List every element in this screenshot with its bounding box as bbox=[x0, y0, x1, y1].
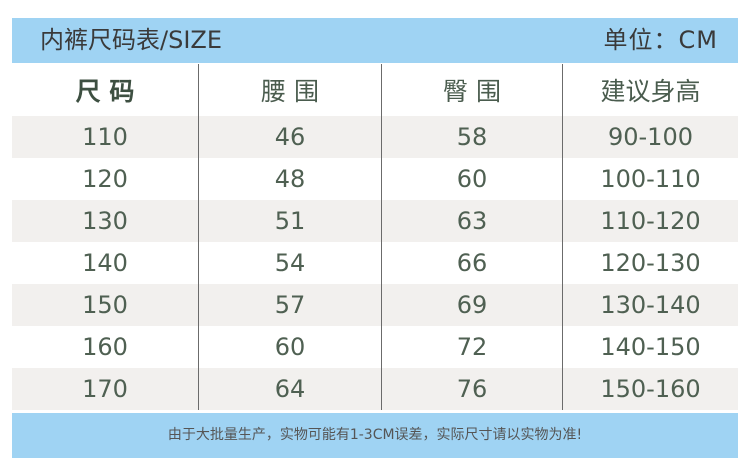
table-cell: 54 bbox=[198, 242, 381, 284]
table-cell: 57 bbox=[198, 284, 381, 326]
table-cell: 130-140 bbox=[562, 284, 738, 326]
table-cell: 63 bbox=[381, 200, 562, 242]
table-cell: 110-120 bbox=[562, 200, 738, 242]
table-cell: 66 bbox=[381, 242, 562, 284]
table-cell: 69 bbox=[381, 284, 562, 326]
table-cell: 76 bbox=[381, 368, 562, 410]
table-cell: 51 bbox=[198, 200, 381, 242]
table-row: 130 51 63 110-120 bbox=[12, 200, 738, 242]
table-cell: 120-130 bbox=[562, 242, 738, 284]
unit: 单位：CM bbox=[603, 26, 718, 54]
table-row: 110 46 58 90-100 bbox=[12, 116, 738, 158]
table-row: 140 54 66 120-130 bbox=[12, 242, 738, 284]
size-table: 尺 码腰 围臀 围建议身高 110 46 58 90-100 120 48 60 100-110… bbox=[12, 64, 738, 410]
table-cell: 120 bbox=[82, 165, 128, 193]
table-cell: 100-110 bbox=[562, 158, 738, 200]
column-header: 腰 围 bbox=[198, 64, 381, 116]
table-row: 120 48 60 100-110 bbox=[12, 158, 738, 200]
table-cell: 64 bbox=[198, 368, 381, 410]
table-cell: 140-150 bbox=[562, 326, 738, 368]
table-row: 170 64 76 150-160 bbox=[12, 368, 738, 410]
title: 内裤尺码表/SIZE bbox=[40, 26, 223, 54]
table-cell: 46 bbox=[198, 116, 381, 158]
column-header: 尺 码 bbox=[75, 77, 135, 106]
column-header: 建议身高 bbox=[562, 64, 738, 116]
table-cell: 48 bbox=[198, 158, 381, 200]
table-cell: 140 bbox=[82, 249, 128, 277]
table-cell: 72 bbox=[381, 326, 562, 368]
table-row: 160 60 72 140-150 bbox=[12, 326, 738, 368]
table-cell: 150-160 bbox=[562, 368, 738, 410]
table-cell: 90-100 bbox=[562, 116, 738, 158]
table-cell: 60 bbox=[198, 326, 381, 368]
column-header: 臀 围 bbox=[381, 64, 562, 116]
table-row: 150 57 69 130-140 bbox=[12, 284, 738, 326]
table-cell: 150 bbox=[82, 291, 128, 319]
header-row: 尺 码 腰 围臀 围建议身高 bbox=[12, 64, 738, 116]
table-cell: 160 bbox=[82, 333, 128, 361]
table-cell: 130 bbox=[82, 207, 128, 235]
header-banner: 内裤尺码表/SIZE 单位：CM bbox=[12, 18, 738, 63]
table-cell: 60 bbox=[381, 158, 562, 200]
table-cell: 58 bbox=[381, 116, 562, 158]
table-cell: 170 bbox=[82, 375, 128, 403]
footer-note: 由于大批量生产，实物可能有1-3CM误差，实际尺寸请以实物为准! bbox=[12, 413, 738, 458]
table-cell: 110 bbox=[82, 123, 128, 151]
